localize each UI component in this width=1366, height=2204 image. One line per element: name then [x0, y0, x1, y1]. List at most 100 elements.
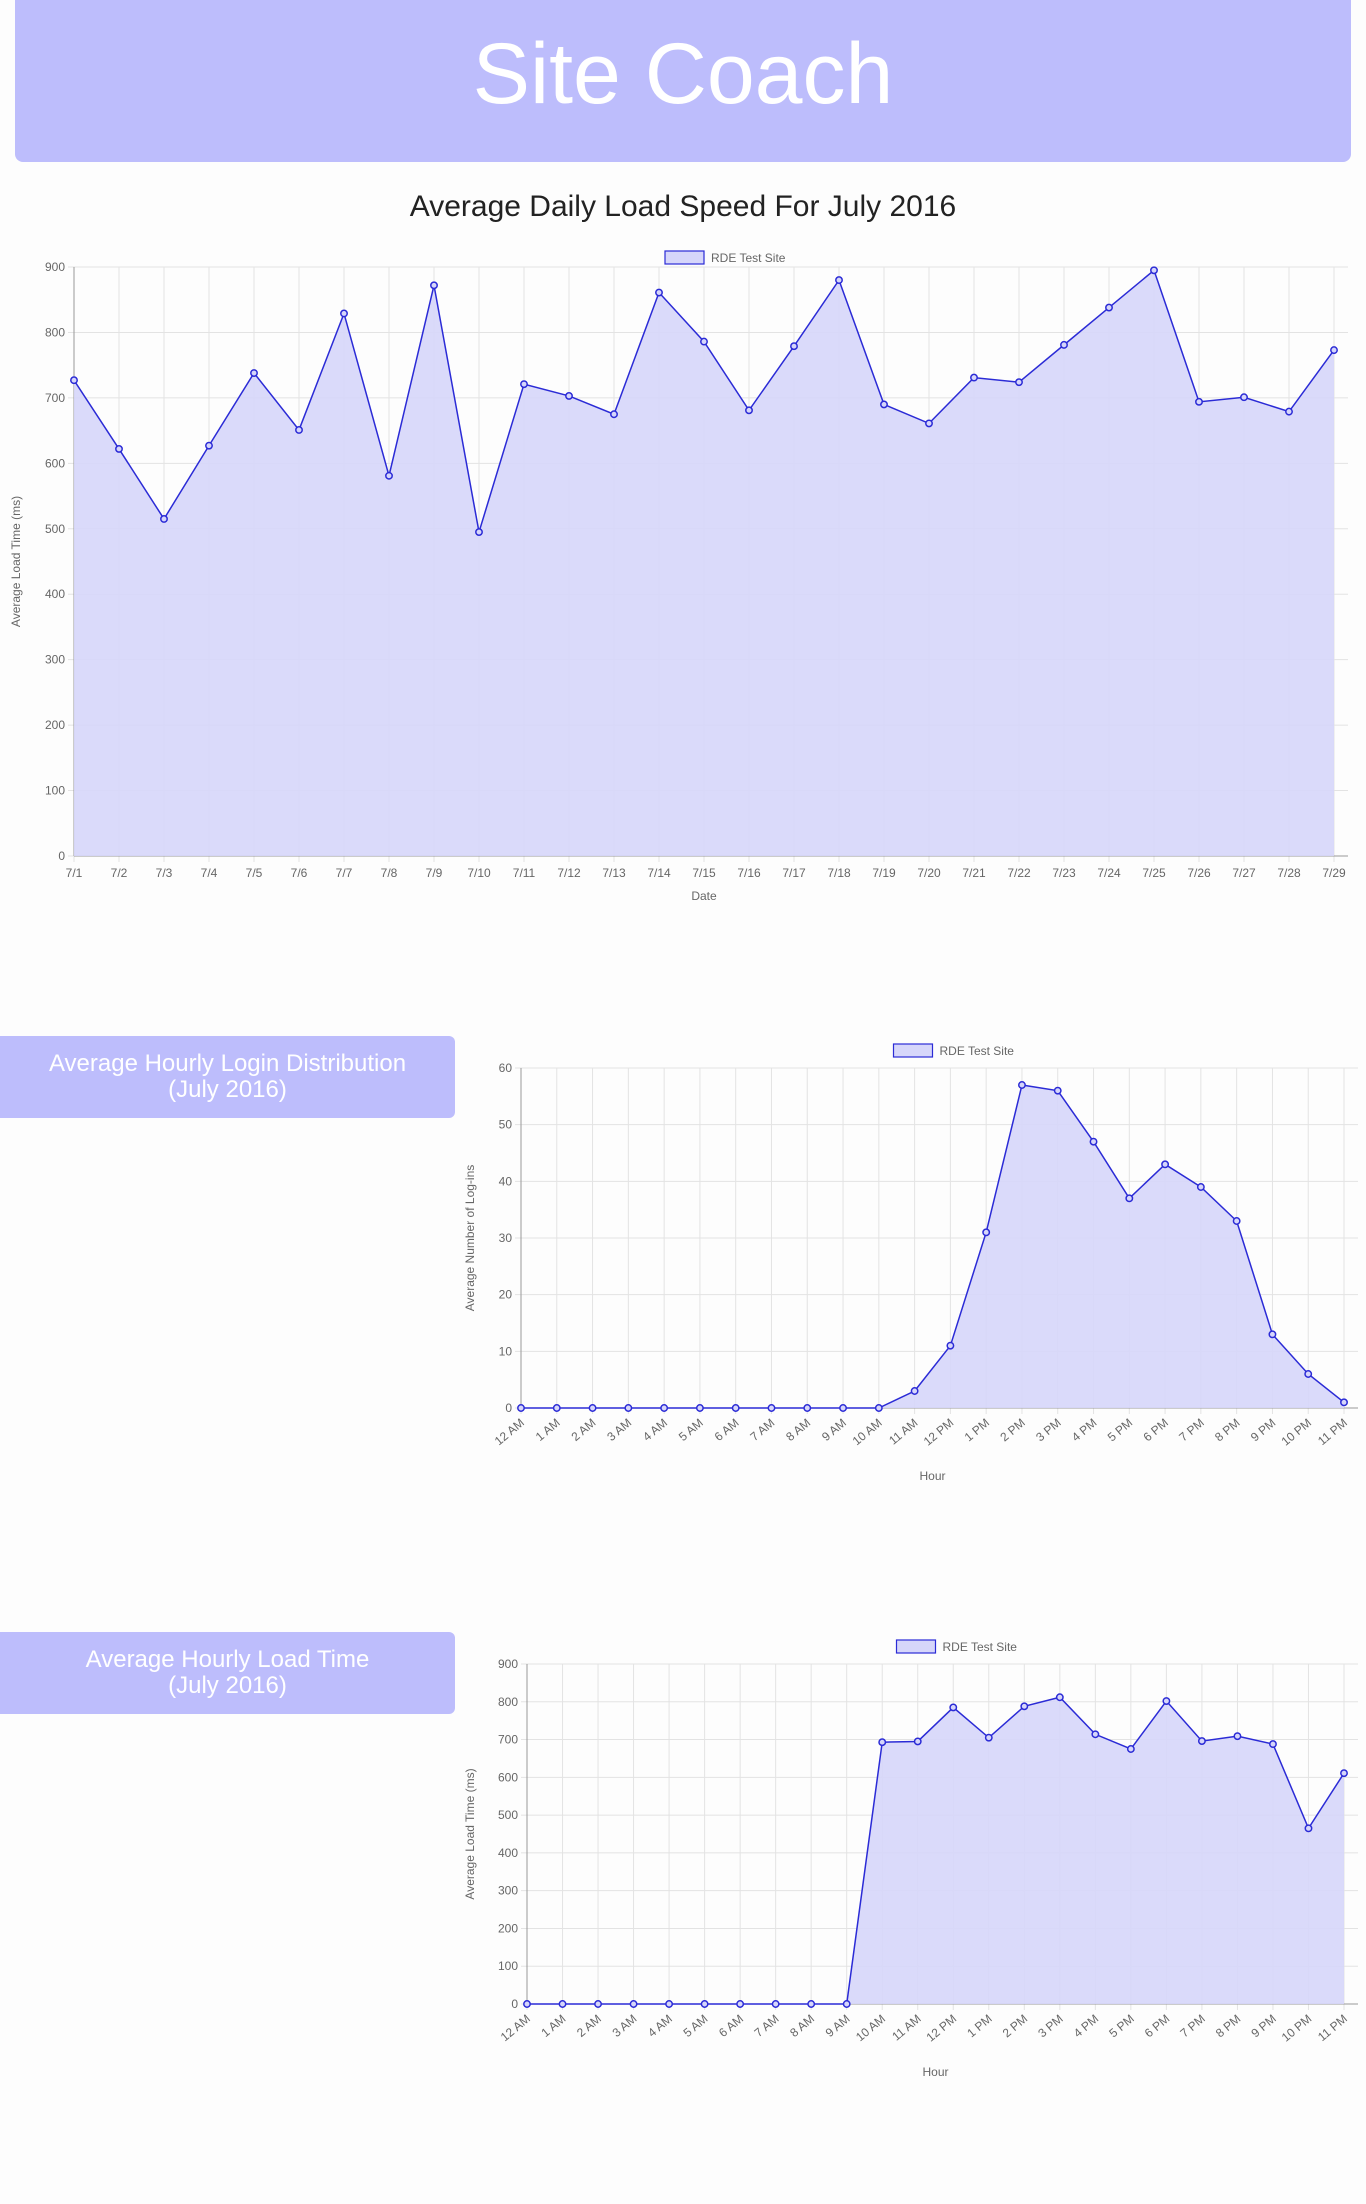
data-point [1060, 340, 1068, 349]
y-tick-label: 0 [505, 1401, 512, 1415]
hourly-load-section-box: Average Hourly Load Time (July 2016) [0, 1632, 455, 1714]
x-tick-label: 6 AM [716, 2012, 746, 2040]
series-area [521, 1085, 1344, 1408]
x-tick-label: 11 AM [889, 2012, 923, 2044]
data-point [594, 2000, 602, 2008]
x-tick-label: 7/20 [917, 866, 941, 880]
x-tick-label: 3 AM [610, 2012, 640, 2040]
y-tick-label: 30 [499, 1231, 513, 1245]
y-tick-label: 40 [499, 1174, 513, 1188]
data-point [629, 2000, 638, 2008]
data-point [624, 1404, 633, 1412]
series-area [74, 270, 1334, 856]
x-tick-label: 6 PM [1142, 2012, 1172, 2041]
data-point [767, 1404, 776, 1412]
x-tick-label: 7/13 [602, 866, 626, 880]
data-point [878, 1738, 887, 1747]
x-tick-label: 1 AM [533, 1416, 563, 1444]
x-tick-label: 3 AM [604, 1416, 634, 1444]
x-tick-label: 9 AM [823, 2012, 853, 2040]
data-point [803, 1404, 812, 1412]
y-tick-label: 600 [45, 456, 65, 470]
x-tick-label: 5 PM [1105, 1416, 1135, 1445]
data-point [665, 2000, 674, 2008]
header-banner: Site Coach [15, 0, 1351, 162]
x-tick-label: 7/15 [692, 866, 716, 880]
data-point [1285, 407, 1293, 416]
x-tick-label: 7 AM [747, 1416, 777, 1444]
data-point [1232, 1217, 1241, 1225]
data-point [340, 309, 348, 318]
data-point [205, 441, 213, 450]
data-point [1330, 346, 1338, 355]
x-tick-label: 10 PM [1279, 1416, 1315, 1449]
y-tick-label: 10 [499, 1344, 513, 1358]
x-tick-label: 12 AM [492, 1416, 527, 1449]
x-tick-label: 7/5 [246, 866, 263, 880]
y-axis-title: Average Load Time (ms) [463, 1768, 477, 1899]
hourly-login-section-box: Average Hourly Login Distribution (July … [0, 1036, 455, 1118]
x-tick-label: 1 AM [538, 2012, 568, 2040]
y-tick-label: 700 [45, 391, 65, 405]
data-point [1055, 1693, 1064, 1702]
y-tick-label: 200 [498, 1921, 518, 1935]
data-point [1162, 1697, 1171, 1705]
y-tick-label: 50 [499, 1118, 513, 1132]
data-point [385, 471, 393, 480]
x-tick-label: 8 AM [783, 1416, 813, 1444]
data-point [1268, 1330, 1277, 1339]
legend-swatch [664, 250, 705, 265]
data-point [874, 1404, 883, 1412]
legend-swatch [895, 1639, 937, 1654]
x-tick-label: 4 PM [1069, 1416, 1099, 1445]
y-tick-label: 100 [45, 784, 65, 798]
data-point [430, 281, 438, 290]
data-point [115, 444, 123, 453]
y-tick-label: 400 [498, 1846, 518, 1860]
x-tick-label: 7/6 [291, 866, 308, 880]
y-tick-label: 20 [499, 1288, 513, 1302]
x-tick-label: 7/8 [381, 866, 398, 880]
data-point [1269, 1740, 1277, 1749]
data-point [946, 1341, 955, 1350]
x-tick-label: 12 AM [498, 2012, 533, 2045]
x-tick-label: 7/17 [782, 866, 806, 880]
x-tick-label: 5 PM [1106, 2012, 1136, 2041]
x-tick-label: 4 PM [1071, 2012, 1101, 2041]
x-tick-label: 8 PM [1212, 1416, 1242, 1445]
daily-load-chart: 0 100 200 300 400 500 600 700 800 900 7/1 7/2 7/3 7/4… [9, 250, 1348, 903]
legend-label: RDE Test Site [940, 1044, 1015, 1058]
x-tick-label: 7/22 [1007, 866, 1031, 880]
data-point [70, 376, 78, 385]
data-point [731, 1404, 740, 1412]
data-point [565, 391, 573, 400]
data-point [982, 1228, 991, 1237]
data-point [790, 342, 798, 351]
x-axis-title: Hour [919, 1469, 945, 1483]
y-axis-title: Average Number of Log-ins [463, 1165, 477, 1312]
data-point [736, 2000, 745, 2008]
x-tick-label: 7 AM [752, 2012, 782, 2040]
hourly-login-section-title: Average Hourly Login Distribution [48, 1050, 407, 1077]
data-point [1161, 1160, 1170, 1169]
x-tick-label: 6 PM [1141, 1416, 1171, 1445]
x-tick-label: 7/16 [737, 866, 761, 880]
y-tick-label: 800 [45, 325, 65, 339]
data-point [1304, 1824, 1313, 1833]
y-tick-label: 0 [511, 1997, 518, 2011]
x-tick-label: 3 PM [1035, 2012, 1065, 2041]
data-point [1197, 1737, 1206, 1746]
x-tick-label: 7/26 [1187, 866, 1211, 880]
x-tick-label: 7/2 [111, 866, 128, 880]
data-point [700, 337, 708, 346]
data-point [771, 2000, 780, 2008]
x-tick-label: 10 AM [850, 1416, 885, 1449]
legend-swatch [892, 1043, 934, 1058]
x-tick-label: 7 PM [1176, 1416, 1206, 1445]
x-tick-label: 3 PM [1033, 1416, 1063, 1445]
x-tick-label: 8 AM [787, 2012, 817, 2040]
x-tick-label: 5 AM [681, 2012, 711, 2040]
data-point [1015, 378, 1023, 387]
y-tick-label: 500 [498, 1808, 518, 1822]
x-tick-label: 11 AM [886, 1416, 920, 1448]
